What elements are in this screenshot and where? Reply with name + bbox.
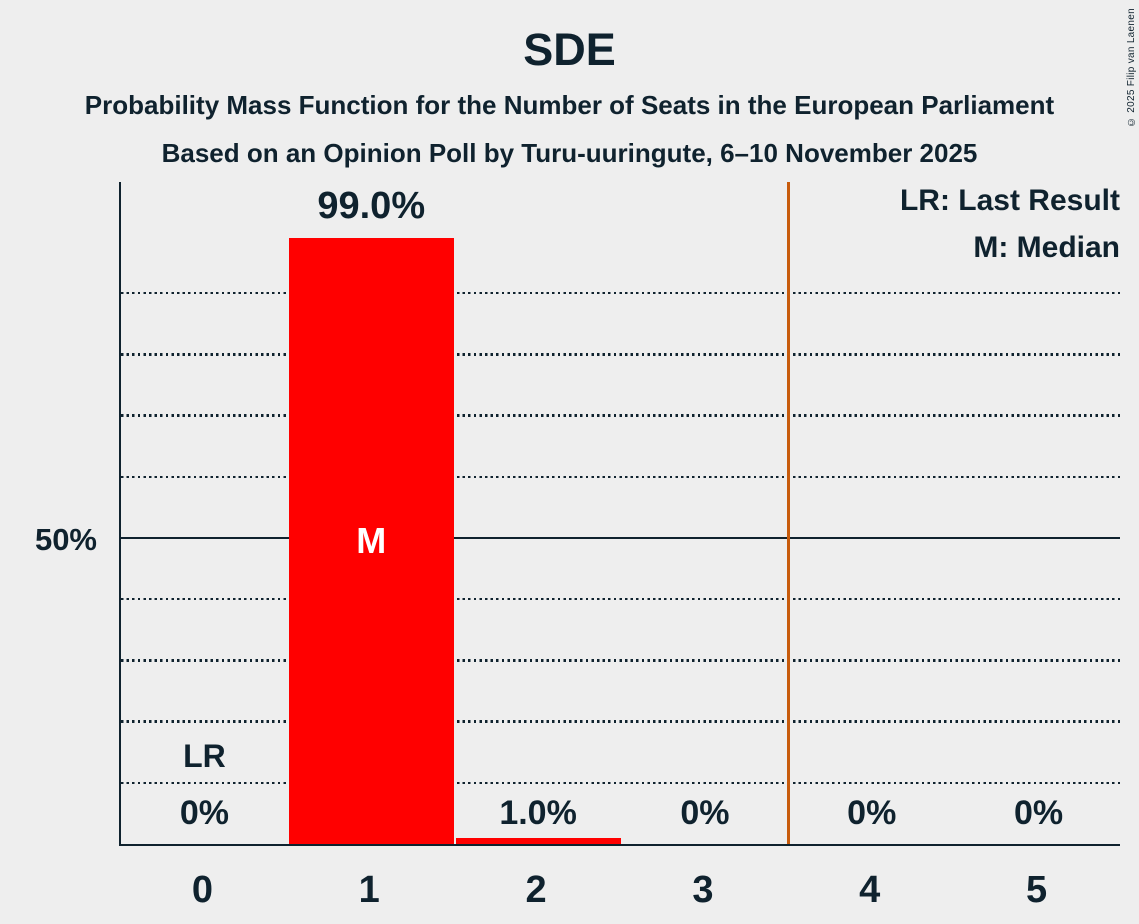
gridline-50-percent-solid	[121, 536, 1120, 540]
gridline-90-percent	[121, 292, 1120, 295]
x-tick-2: 2	[525, 869, 547, 911]
x-tick-3: 3	[692, 869, 714, 911]
gridline-40-percent	[121, 598, 1120, 601]
legend-last-result: LR: Last Result	[899, 184, 1120, 217]
bar-value-label-2: 1.0%	[499, 794, 577, 832]
bar-value-label-5: 0%	[1014, 794, 1064, 832]
bar-value-label-1: 99.0%	[317, 185, 426, 228]
plot-area: 0% LR M 99.0% 1.0% 0% 0% 0%	[119, 182, 1120, 846]
bar-seats-1: M	[288, 238, 454, 844]
chart-subtitle-line1: Probability Mass Function for the Number…	[84, 90, 1055, 120]
last-result-marker: LR	[183, 738, 226, 774]
chart-title: SDE	[523, 24, 616, 75]
y-axis-50-percent-label: 50%	[34, 522, 97, 557]
gridline-30-percent	[121, 659, 1120, 662]
chart-subtitle-line2: Based on an Opinion Poll by Turu-uuringu…	[161, 138, 978, 168]
bar-value-label-4: 0%	[847, 794, 897, 832]
gridline-80-percent	[121, 353, 1120, 356]
bar-value-label-0: 0%	[179, 794, 229, 832]
median-marker: M	[356, 520, 387, 562]
bar-value-label-3: 0%	[680, 794, 730, 832]
x-tick-1: 1	[358, 869, 380, 911]
gridline-70-percent	[121, 414, 1120, 417]
x-tick-0: 0	[191, 869, 213, 911]
threshold-line	[786, 182, 790, 844]
x-tick-5: 5	[1026, 869, 1048, 911]
gridline-10-percent	[121, 781, 1120, 784]
gridline-60-percent	[121, 475, 1120, 478]
bar-seats-2	[455, 837, 621, 844]
x-tick-4: 4	[859, 869, 881, 911]
gridline-20-percent	[121, 720, 1120, 723]
legend-median: M: Median	[973, 231, 1120, 264]
